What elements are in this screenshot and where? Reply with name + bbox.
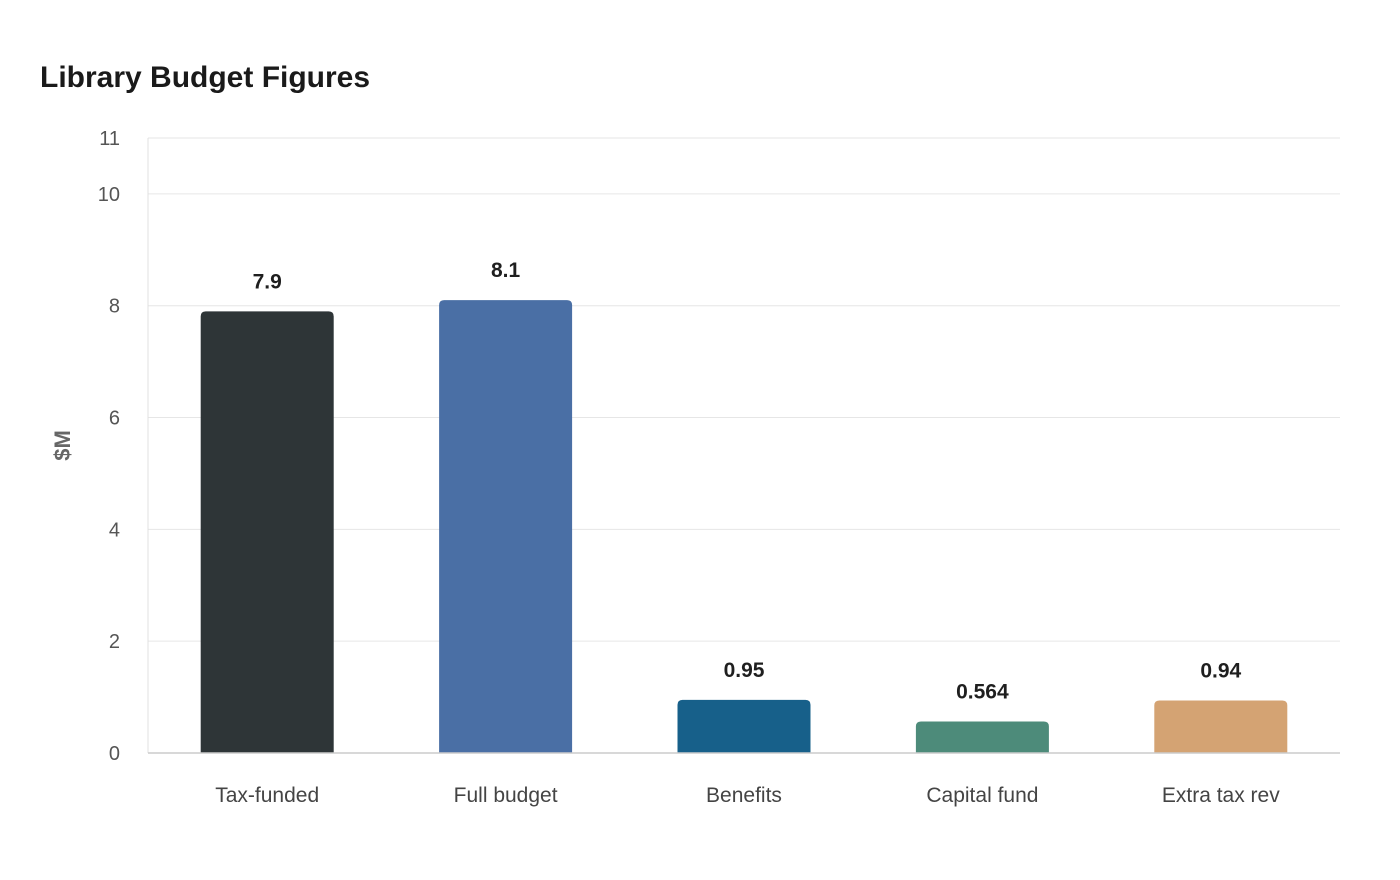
bar-full-budget <box>439 300 573 753</box>
bar-tax-funded <box>200 311 334 753</box>
x-axis-ticks: Tax-funded Full budget Benefits Capital fun… <box>215 784 1280 807</box>
x-tick-label: Capital fund <box>926 784 1038 807</box>
y-tick-label: 8 <box>109 296 120 318</box>
x-tick-label: Extra tax rev <box>1162 784 1280 807</box>
grid-lines <box>148 137 1340 642</box>
data-label: 8.1 <box>491 259 521 282</box>
y-tick-label: 6 <box>109 408 120 430</box>
y-tick-label: 4 <box>109 519 120 541</box>
data-label: 0.95 <box>724 659 765 682</box>
chart-title: Library Budget Figures <box>40 61 371 94</box>
bar-extra-tax-rev <box>1154 700 1288 753</box>
data-labels: 7.9 8.1 0.95 0.564 0.94 <box>253 259 1242 703</box>
y-tick-label: 11 <box>99 128 120 150</box>
y-tick-label: 10 <box>98 184 120 206</box>
x-tick-label: Full budget <box>454 784 558 807</box>
x-tick-label: Benefits <box>706 784 782 807</box>
y-tick-label: 2 <box>109 631 120 653</box>
data-label: 0.564 <box>956 680 1009 703</box>
y-axis-ticks: 0 2 4 6 8 10 11 <box>98 128 120 765</box>
x-tick-label: Tax-funded <box>215 784 319 807</box>
bar-benefits <box>677 699 811 753</box>
y-tick-label: 0 <box>109 743 120 765</box>
bars <box>200 300 1288 753</box>
y-axis-title: $M <box>50 430 75 461</box>
data-label: 0.94 <box>1200 659 1241 682</box>
bar-capital-fund <box>915 721 1049 753</box>
data-label: 7.9 <box>253 270 282 293</box>
